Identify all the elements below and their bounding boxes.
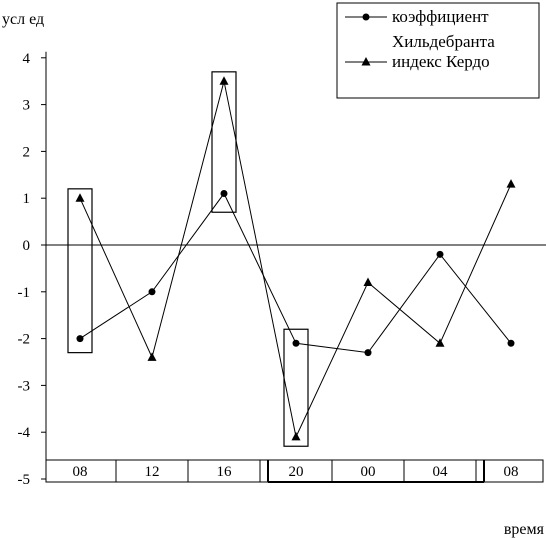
- y-tick-label: 3: [23, 98, 31, 114]
- y-tick-label: -2: [18, 332, 31, 348]
- legend-marker-kerdo: [361, 57, 371, 66]
- data-point-hildebrandt: [364, 349, 372, 357]
- data-point-hildebrandt: [292, 339, 300, 347]
- y-tick-label: -3: [18, 378, 31, 394]
- highlight-boxes: [67, 71, 309, 447]
- y-tick-label: 0: [23, 238, 31, 254]
- legend-label-hildebrandt: коэффициент: [392, 7, 489, 26]
- x-tick-label: 00: [361, 464, 376, 480]
- series-line-1: [79, 81, 512, 439]
- data-point-kerdo: [506, 179, 516, 188]
- data-point-hildebrandt: [76, 335, 84, 343]
- y-tick-label: -5: [18, 472, 31, 488]
- highlight-box-0: [67, 188, 93, 354]
- x-tick-label: 16: [217, 464, 233, 480]
- x-tick-label: 04: [433, 464, 449, 480]
- x-tick-label: 20: [289, 464, 304, 480]
- data-point-kerdo: [435, 338, 445, 347]
- y-tick-label: 2: [23, 144, 31, 160]
- data-point-kerdo: [147, 352, 157, 361]
- y-tick-label: -1: [18, 285, 31, 301]
- legend-label-kerdo: индекс Кердо: [392, 52, 490, 71]
- data-point-hildebrandt: [220, 190, 228, 198]
- legend-label-hildebrandt-cont: Хильдебранта: [392, 32, 495, 51]
- data-point-kerdo: [363, 277, 373, 286]
- legend-marker-hildebrandt: [362, 13, 370, 21]
- legend-box: [336, 2, 540, 99]
- x-tick-label: 08: [504, 464, 519, 480]
- y-tick-label: 1: [23, 191, 31, 207]
- data-point-hildebrandt: [436, 250, 444, 258]
- x-axis-title: время: [504, 521, 545, 538]
- data-point-kerdo: [75, 193, 85, 202]
- data-point-hildebrandt: [148, 288, 156, 296]
- series-lines: [75, 76, 516, 441]
- data-point-kerdo: [219, 76, 229, 85]
- y-axis: 4 3 2 1 0 -1 -2 -3 -4 -5: [18, 51, 47, 488]
- x-tick-label: 08: [73, 464, 88, 480]
- x-axis: 08 12 16 20 00 04 08: [45, 459, 544, 483]
- y-axis-title: усл ед: [2, 11, 44, 28]
- y-tick-label: 4: [23, 51, 31, 67]
- highlight-box-2: [283, 328, 309, 447]
- data-point-kerdo: [291, 431, 301, 441]
- data-point-hildebrandt: [507, 339, 515, 347]
- y-tick-label: -4: [18, 425, 31, 441]
- x-tick-label: 12: [145, 464, 160, 480]
